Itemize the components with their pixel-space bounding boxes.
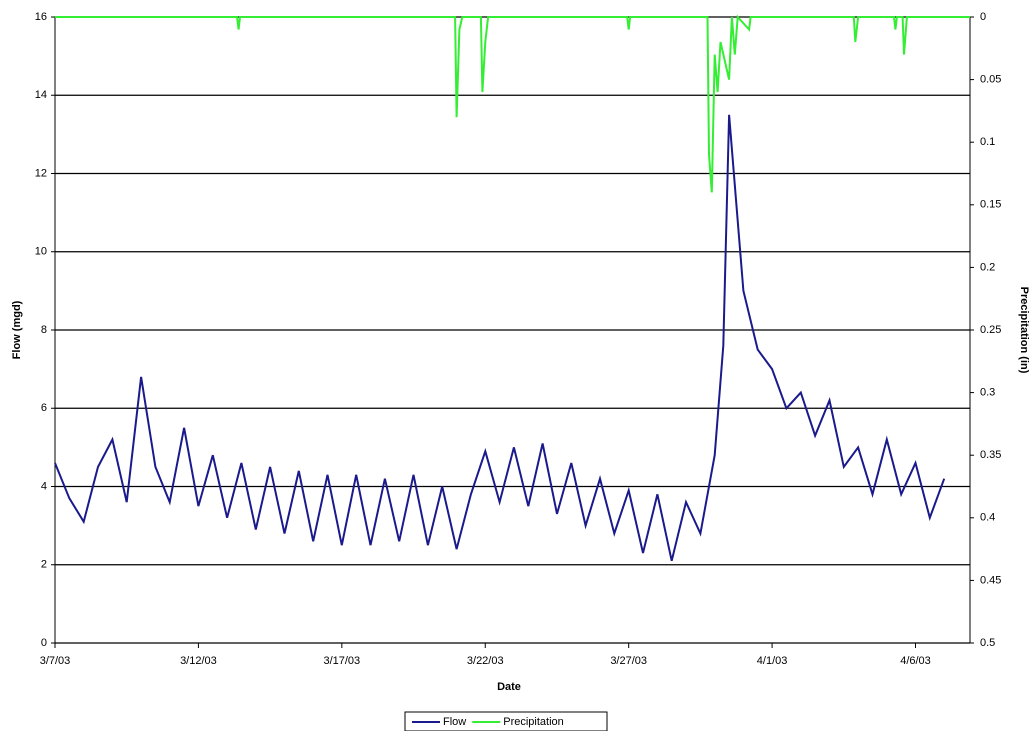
data-line bbox=[54, 114, 946, 562]
y2-tick-label: 0.3 bbox=[980, 387, 995, 399]
y-tick-label: 14 bbox=[35, 89, 47, 101]
legend-label: Precipitation bbox=[503, 716, 564, 728]
x-axis-title: Date bbox=[497, 681, 521, 693]
y2-axis-title: Precipitation (in) bbox=[1018, 287, 1030, 374]
y2-tick-label: 0.45 bbox=[980, 574, 1001, 586]
y-tick-label: 2 bbox=[41, 559, 47, 571]
x-tick-label: 3/27/03 bbox=[610, 655, 647, 667]
x-tick-label: 4/6/03 bbox=[900, 655, 931, 667]
y2-tick-label: 0 bbox=[980, 11, 986, 23]
x-tick-label: 3/22/03 bbox=[467, 655, 504, 667]
y2-tick-label: 0.15 bbox=[980, 199, 1001, 211]
y-tick-label: 12 bbox=[35, 167, 47, 179]
y-axis-title: Flow (mgd) bbox=[11, 300, 23, 359]
y2-tick-label: 0.05 bbox=[980, 74, 1001, 86]
legend-box bbox=[404, 711, 608, 731]
y2-tick-label: 0.4 bbox=[980, 512, 995, 524]
y2-tick-label: 0.25 bbox=[980, 324, 1001, 336]
x-tick-label: 3/7/03 bbox=[40, 655, 71, 667]
y-tick-label: 10 bbox=[35, 246, 47, 258]
y2-tick-label: 0.1 bbox=[980, 136, 995, 148]
legend-label: Flow bbox=[443, 716, 466, 728]
y2-tick-label: 0.35 bbox=[980, 449, 1001, 461]
y-tick-label: 6 bbox=[41, 402, 47, 414]
y2-tick-label: 0.5 bbox=[980, 637, 995, 649]
data-line bbox=[55, 14, 970, 193]
x-tick-label: 3/12/03 bbox=[180, 655, 217, 667]
y-tick-label: 8 bbox=[41, 324, 47, 336]
x-tick-label: 3/17/03 bbox=[323, 655, 360, 667]
y-tick-label: 4 bbox=[41, 480, 47, 492]
y-tick-label: 0 bbox=[41, 637, 47, 649]
y2-tick-label: 0.2 bbox=[980, 261, 995, 273]
x-tick-label: 4/1/03 bbox=[757, 655, 788, 667]
y-tick-label: 16 bbox=[35, 11, 47, 23]
